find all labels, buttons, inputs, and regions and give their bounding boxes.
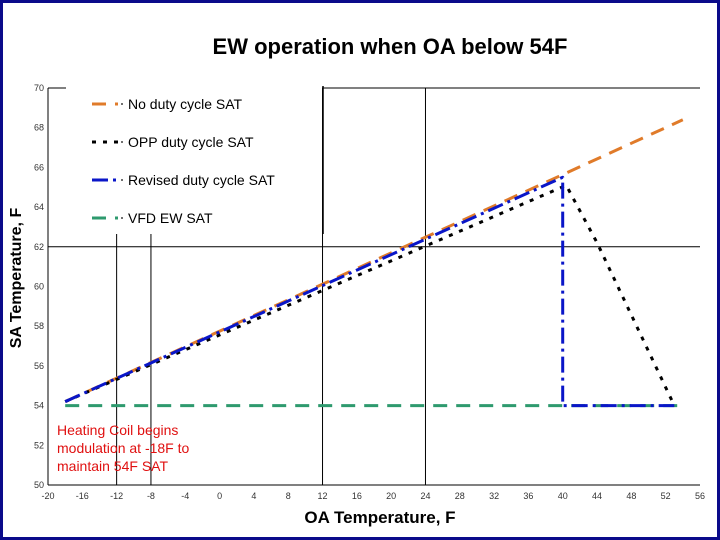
y-tick-label: 66 (34, 162, 44, 172)
legend-entry-label: OPP duty cycle SAT (128, 134, 254, 150)
x-tick-label: 0 (217, 491, 222, 501)
series-lines (64, 118, 684, 408)
y-tick-label: 56 (34, 361, 44, 371)
y-tick-label: 68 (34, 123, 44, 133)
legend-marker (121, 103, 123, 105)
x-tick-label: 16 (352, 491, 362, 501)
y-tick-label: 70 (34, 83, 44, 93)
y-tick-label: 60 (34, 282, 44, 292)
x-tick-label: -16 (76, 491, 89, 501)
legend: No duty cycle SAT OPP duty cycle SAT Revis… (66, 86, 324, 234)
x-axis-label: OA Temperature, F (304, 508, 456, 527)
x-tick-label: 48 (626, 491, 636, 501)
y-tick-label: 64 (34, 202, 44, 212)
x-tick-label: 8 (286, 491, 291, 501)
chart-title: EW operation when OA below 54F (212, 34, 568, 59)
legend-box (66, 86, 322, 234)
y-tick-label: 62 (34, 242, 44, 252)
legend-marker (121, 179, 123, 181)
y-tick-label: 54 (34, 401, 44, 411)
legend-entry-label: No duty cycle SAT (128, 96, 243, 112)
x-tick-label: 4 (251, 491, 256, 501)
x-tick-label: 20 (386, 491, 396, 501)
legend-marker (121, 217, 123, 219)
x-tick-label: 44 (592, 491, 602, 501)
tick-labels: -20 -16 -12 -8 -4 0 4 8 12 16 20 24 28 32 36 40 44 48 52 56… (34, 83, 705, 501)
y-tick-label: 52 (34, 440, 44, 450)
series-line-revised-duty-cycle-sat (64, 175, 675, 408)
x-tick-label: 52 (661, 491, 671, 501)
x-tick-label: 56 (695, 491, 705, 501)
x-tick-label: 32 (489, 491, 499, 501)
legend-entry-label: VFD EW SAT (128, 210, 213, 226)
x-tick-label: -4 (181, 491, 189, 501)
x-tick-label: 40 (558, 491, 568, 501)
x-tick-label: 12 (318, 491, 328, 501)
legend-marker (121, 141, 123, 143)
y-tick-label: 58 (34, 321, 44, 331)
annotation-text: Heating Coil begins modulation at -18F t… (57, 422, 190, 474)
y-axis-label: SA Temperature, F (8, 207, 25, 349)
y-tick-label: 50 (34, 480, 44, 490)
x-tick-label: 24 (420, 491, 430, 501)
legend-entry-label: Revised duty cycle SAT (128, 172, 275, 188)
x-tick-label: -12 (110, 491, 123, 501)
x-tick-label: -20 (41, 491, 54, 501)
x-tick-label: -8 (147, 491, 155, 501)
series-line-no-duty-cycle-sat (64, 118, 684, 403)
x-tick-label: 28 (455, 491, 465, 501)
axes (47, 88, 700, 486)
x-tick-label: 36 (523, 491, 533, 501)
